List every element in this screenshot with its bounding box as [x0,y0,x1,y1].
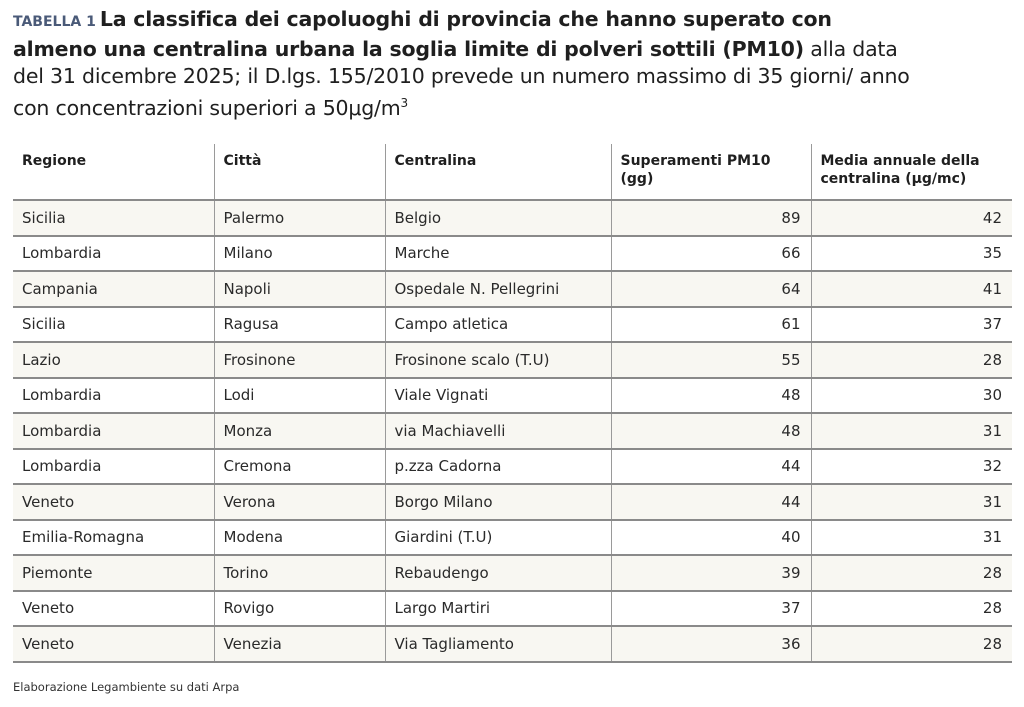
cell-citta: Torino [213,555,385,592]
header-centralina: Centralina [384,144,611,201]
cell-superamenti: 40 [610,519,811,556]
cell-media: 31 [810,484,1012,521]
cell-centralina: Campo atletica [384,306,611,343]
cell-media: 28 [810,555,1012,592]
cell-citta: Lodi [213,377,385,414]
cell-centralina: Viale Vignati [384,377,611,414]
cell-regione: Sicilia [13,306,214,343]
source-note: Elaborazione Legambiente su dati Arpa [13,680,240,694]
cell-media: 32 [810,448,1012,485]
cell-citta: Frosinone [213,342,385,379]
cell-centralina: p.zza Cadorna [384,448,611,485]
cell-regione: Sicilia [13,200,214,237]
cell-media: 28 [810,626,1012,663]
table-row: Lombardia Milano Marche 66 35 [13,235,1012,272]
header-citta: Città [213,144,385,201]
cell-superamenti: 37 [610,590,811,627]
cell-centralina: Frosinone scalo (T.U) [384,342,611,379]
cell-media: 28 [810,342,1012,379]
table-row: Sicilia Ragusa Campo atletica 61 37 [13,306,1012,343]
header-media: Media annuale della centralina (μg/mc) [810,144,1012,201]
table-header-row: Regione Città Centralina Superamenti PM1… [13,144,1012,201]
cell-citta: Rovigo [213,590,385,627]
table-row: Veneto Verona Borgo Milano 44 31 [13,484,1012,521]
cell-superamenti: 61 [610,306,811,343]
cell-media: 31 [810,519,1012,556]
cell-superamenti: 39 [610,555,811,592]
cell-centralina: Marche [384,235,611,272]
cell-superamenti: 89 [610,200,811,237]
cell-citta: Monza [213,413,385,450]
cell-regione: Lazio [13,342,214,379]
cell-superamenti: 44 [610,484,811,521]
cell-citta: Verona [213,484,385,521]
cell-superamenti: 48 [610,377,811,414]
table-row: Lazio Frosinone Frosinone scalo (T.U) 55 28 [13,342,1012,379]
cell-superamenti: 66 [610,235,811,272]
cell-regione: Veneto [13,626,214,663]
cell-centralina: Giardini (T.U) [384,519,611,556]
cell-regione: Veneto [13,484,214,521]
header-regione: Regione [13,144,214,201]
cell-regione: Emilia-Romagna [13,519,214,556]
cell-regione: Lombardia [13,235,214,272]
title-regular-text: alla data del 31 dicembre 2025; il D.lgs… [13,37,910,120]
header-superamenti: Superamenti PM10 (gg) [610,144,811,201]
cell-superamenti: 64 [610,271,811,308]
table-body: Sicilia Palermo Belgio 89 42 Lombardia Milano M… [13,200,1012,663]
cell-media: 28 [810,590,1012,627]
cell-media: 30 [810,377,1012,414]
cell-superamenti: 36 [610,626,811,663]
cell-citta: Milano [213,235,385,272]
table-row: Lombardia Lodi Viale Vignati 48 30 [13,377,1012,414]
cell-citta: Modena [213,519,385,556]
table-row: Veneto Venezia Via Tagliamento 36 28 [13,626,1012,663]
cell-centralina: Borgo Milano [384,484,611,521]
table-row: Campania Napoli Ospedale N. Pellegrini 64 41 [13,271,1012,308]
cell-superamenti: 55 [610,342,811,379]
pm10-table: Regione Città Centralina Superamenti PM1… [13,144,1012,663]
table-row: Veneto Rovigo Largo Martiri 37 28 [13,590,1012,627]
cell-citta: Palermo [213,200,385,237]
table-title: TABELLA 1 La classifica dei capoluoghi di… [13,6,913,122]
cell-centralina: Rebaudengo [384,555,611,592]
cell-citta: Ragusa [213,306,385,343]
cell-superamenti: 44 [610,448,811,485]
table-row: Lombardia Cremona p.zza Cadorna 44 32 [13,448,1012,485]
cell-superamenti: 48 [610,413,811,450]
cell-media: 42 [810,200,1012,237]
cell-regione: Veneto [13,590,214,627]
table-row: Emilia-Romagna Modena Giardini (T.U) 40 31 [13,519,1012,556]
cell-centralina: Belgio [384,200,611,237]
cell-centralina: via Machiavelli [384,413,611,450]
title-superscript: 3 [400,96,409,110]
cell-media: 41 [810,271,1012,308]
cell-regione: Piemonte [13,555,214,592]
cell-regione: Lombardia [13,448,214,485]
cell-media: 35 [810,235,1012,272]
cell-citta: Napoli [213,271,385,308]
cell-regione: Campania [13,271,214,308]
table-row: Sicilia Palermo Belgio 89 42 [13,200,1012,237]
cell-media: 31 [810,413,1012,450]
pm10-table-container: Regione Città Centralina Superamenti PM1… [13,144,1012,663]
cell-regione: Lombardia [13,377,214,414]
title-bold-text: La classifica dei capoluoghi di provinci… [13,7,832,61]
cell-media: 37 [810,306,1012,343]
table-label: TABELLA 1 [13,14,96,30]
table-row: Lombardia Monza via Machiavelli 48 31 [13,413,1012,450]
cell-centralina: Largo Martiri [384,590,611,627]
table-row: Piemonte Torino Rebaudengo 39 28 [13,555,1012,592]
cell-centralina: Ospedale N. Pellegrini [384,271,611,308]
cell-centralina: Via Tagliamento [384,626,611,663]
cell-citta: Cremona [213,448,385,485]
cell-citta: Venezia [213,626,385,663]
cell-regione: Lombardia [13,413,214,450]
